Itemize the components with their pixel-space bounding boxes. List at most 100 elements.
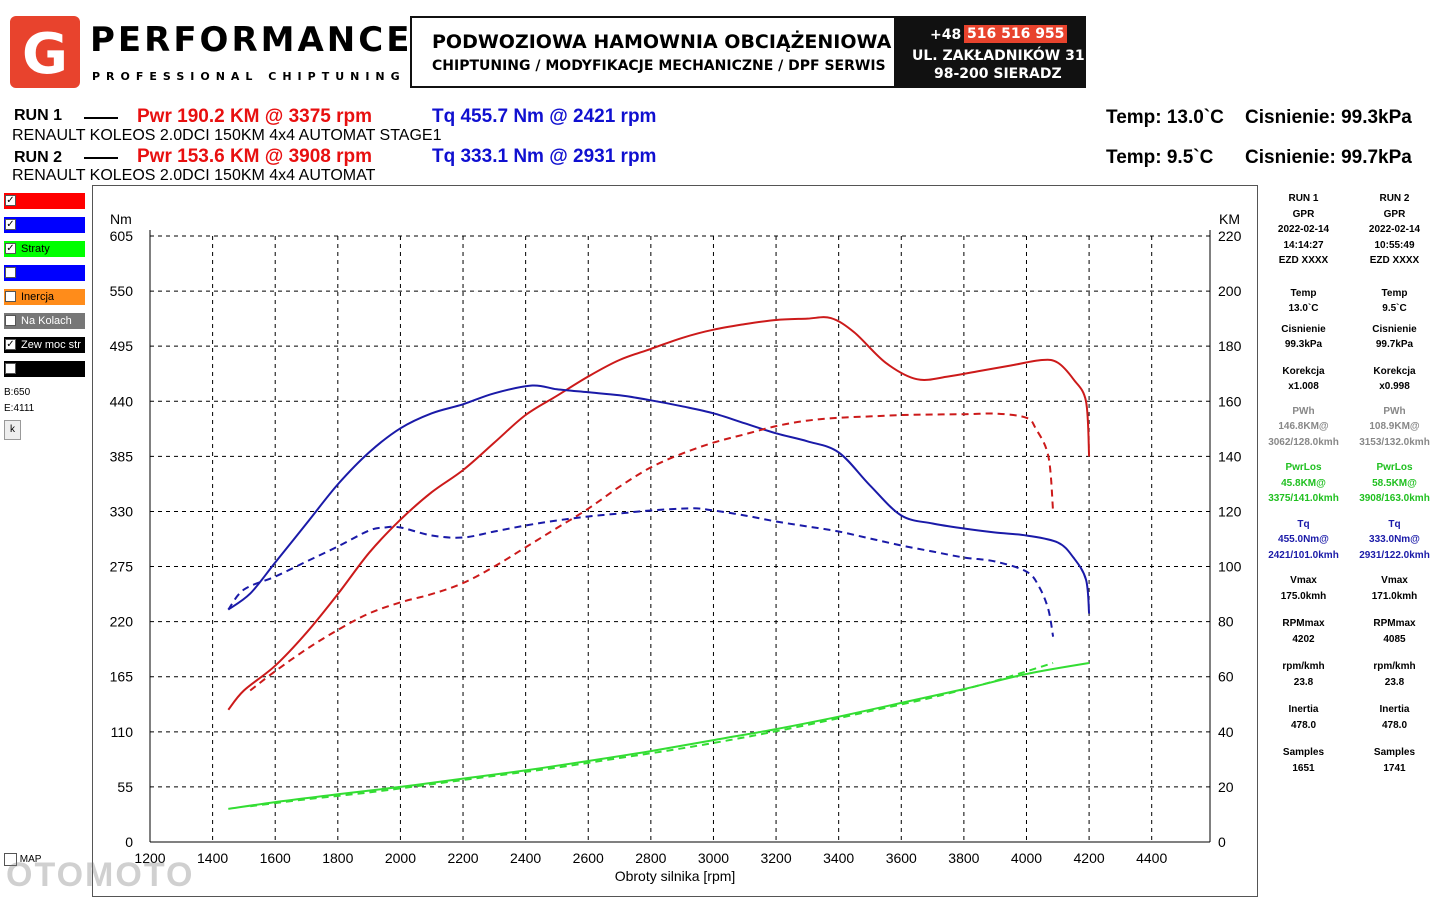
- watermark: OTOMOTO: [6, 856, 195, 894]
- stat-samples-label: Samples: [1282, 747, 1325, 758]
- stat-inertia-label: Inertia: [1379, 704, 1410, 715]
- x-tick-label: 4000: [1011, 850, 1042, 866]
- run2-label: RUN 2: [14, 149, 63, 166]
- stat-temp-label: Temp: [1290, 287, 1317, 299]
- map-label: MAP: [19, 854, 42, 866]
- y-right-unit-label: KM: [1219, 211, 1240, 227]
- y-right-tick-label: 60: [1218, 669, 1234, 685]
- stat-rpmmax-label: RPMmax: [1282, 618, 1325, 629]
- y-left-tick-label: 550: [110, 283, 134, 299]
- stat-rpmkmh-label: rpm/kmh: [1282, 661, 1325, 672]
- chart-area: [92, 185, 1258, 897]
- y-left-tick-label: 495: [110, 338, 134, 354]
- series-line-1: [227, 384, 1091, 614]
- phone-number: 516 516 955: [964, 25, 1068, 43]
- stat-pwrlos-at: 3375/141.0kmh: [1268, 493, 1339, 504]
- stat-operator: GPR: [1383, 208, 1406, 220]
- y-right-tick-label: 180: [1218, 338, 1242, 354]
- legend-item-3[interactable]: Doładowanie: [4, 265, 85, 281]
- address-street: UL. ZAKŁADNIKÓW 31: [912, 48, 1085, 64]
- stat-run: RUN 1: [1288, 193, 1319, 204]
- banner-services: CHIPTUNING / MODYFIKACJE MECHANICZNE / D…: [432, 58, 886, 74]
- stat-tq-label: Tq: [1388, 518, 1401, 530]
- legend-item-1[interactable]: ✓ Moment obr.: [4, 217, 85, 233]
- legend-checkbox[interactable]: [5, 363, 16, 374]
- stat-inertia: 478.0: [1381, 719, 1408, 731]
- y-right-tick-label: 160: [1218, 393, 1242, 409]
- stat-vmax: 175.0kmh: [1280, 590, 1327, 602]
- stat-rpmmax-label: RPMmax: [1373, 618, 1416, 629]
- x-tick-label: 2400: [510, 850, 541, 866]
- run2-pressure: Cisnienie: 99.7kPa: [1245, 147, 1412, 168]
- stat-tq: 333.0Nm@: [1369, 534, 1420, 545]
- stat-pwh: 146.8KM@: [1278, 421, 1329, 432]
- legend-item-6[interactable]: ✓ Zew moc str: [4, 337, 85, 353]
- stat-korekcja: x0.998: [1379, 381, 1410, 392]
- stat-run: RUN 2: [1379, 193, 1410, 204]
- legend-label: Straty: [21, 243, 50, 255]
- x-tick-label: 4400: [1136, 850, 1167, 866]
- y-left-tick-label: 0: [125, 834, 133, 850]
- legend-label: Zew moc str: [21, 339, 81, 351]
- legend-item-2[interactable]: ✓ Straty: [4, 241, 85, 257]
- y-right-tick-label: 80: [1218, 614, 1234, 630]
- map-checkbox-box[interactable]: [4, 853, 17, 866]
- y-left-tick-label: 165: [110, 669, 134, 685]
- legend-checkbox[interactable]: ✓: [5, 243, 16, 254]
- legend-item-7[interactable]: [4, 361, 85, 377]
- stat-pwrlos-label: PwrLos: [1376, 462, 1413, 473]
- stat-tq-label: Tq: [1297, 518, 1310, 530]
- run1-car: RENAULT KOLEOS 2.0DCI 150KM 4x4 AUTOMAT …: [12, 127, 442, 144]
- x-tick-label: 3400: [823, 850, 854, 866]
- k-button[interactable]: k: [4, 420, 21, 440]
- legend-checkbox[interactable]: ✓: [5, 339, 16, 350]
- legend-checkbox[interactable]: [5, 315, 16, 326]
- x-tick-label: 3200: [760, 850, 791, 866]
- y-right-tick-label: 200: [1218, 283, 1242, 299]
- stat-tq: 455.0Nm@: [1278, 534, 1329, 545]
- stat-plate: EZD XXXX: [1369, 255, 1420, 266]
- legend-checkbox[interactable]: ✓: [5, 195, 16, 206]
- x-tick-label: 1400: [197, 850, 228, 866]
- stat-pwh-label: PWh: [1292, 405, 1315, 417]
- run2-car: RENAULT KOLEOS 2.0DCI 150KM 4x4 AUTOMAT: [12, 167, 376, 184]
- run2-stats: RUN 2 GPR 2022-02-14 10:55:49 EZD XXXX T…: [1349, 185, 1440, 776]
- y-left-tick-label: 55: [117, 779, 133, 795]
- run1-stats: RUN 1 GPR 2022-02-14 14:14:27 EZD XXXX T…: [1258, 185, 1349, 776]
- run-stats-panel: RUN 1 GPR 2022-02-14 14:14:27 EZD XXXX T…: [1258, 185, 1440, 900]
- stat-vmax-label: Vmax: [1381, 575, 1408, 586]
- legend-checkbox[interactable]: [5, 267, 16, 278]
- stat-press: 99.7kPa: [1375, 339, 1414, 350]
- x-tick-label: 2000: [385, 850, 416, 866]
- x-tick-label: 1800: [322, 850, 353, 866]
- stat-korekcja-label: Korekcja: [1282, 365, 1325, 377]
- run2-torque: Tq 333.1 Nm @ 2931 rpm: [432, 146, 657, 167]
- stat-time: 14:14:27: [1283, 239, 1324, 251]
- y-left-tick-label: 110: [111, 724, 134, 740]
- logo-mark: G: [10, 16, 80, 88]
- legend-label: Moment obr.: [21, 219, 83, 231]
- legend-item-0[interactable]: ✓ Moc: [4, 193, 85, 209]
- run1-line-sample: [84, 117, 118, 119]
- stat-rpmkmh-label: rpm/kmh: [1373, 661, 1416, 672]
- stat-pwh-at: 3153/132.0kmh: [1359, 436, 1430, 448]
- banner-title: PODWOZIOWA HAMOWNIA OBCIĄŻENIOWA: [432, 31, 892, 53]
- stat-korekcja: x1.008: [1288, 381, 1319, 392]
- stat-pwrlos: 45.8KM@: [1281, 477, 1326, 489]
- logo-subtitle: PROFESSIONAL CHIPTUNING: [92, 70, 406, 83]
- stat-rpmmax: 4085: [1383, 633, 1406, 645]
- stat-press: 99.3kPa: [1284, 339, 1323, 350]
- y-left-unit-label: Nm: [110, 211, 132, 227]
- legend-item-4[interactable]: Inercja: [4, 289, 85, 305]
- stat-rpmkmh: 23.8: [1384, 676, 1405, 688]
- legend-checkbox[interactable]: [5, 291, 16, 302]
- legend-item-5[interactable]: Na Kolach: [4, 313, 85, 329]
- dyno-chart: 0 0 55 20 110 40 165 60 220 80 275 100 330 120 385 140 4…: [110, 211, 1242, 884]
- phone-prefix: +48: [930, 27, 962, 43]
- stat-date: 2022-02-14: [1277, 224, 1330, 235]
- run1-torque: Tq 455.7 Nm @ 2421 rpm: [432, 106, 657, 127]
- map-checkbox[interactable]: MAP: [4, 853, 41, 866]
- legend-checkbox[interactable]: ✓: [5, 219, 16, 230]
- stat-samples: 1741: [1383, 762, 1406, 774]
- stat-inertia: 478.0: [1290, 719, 1317, 731]
